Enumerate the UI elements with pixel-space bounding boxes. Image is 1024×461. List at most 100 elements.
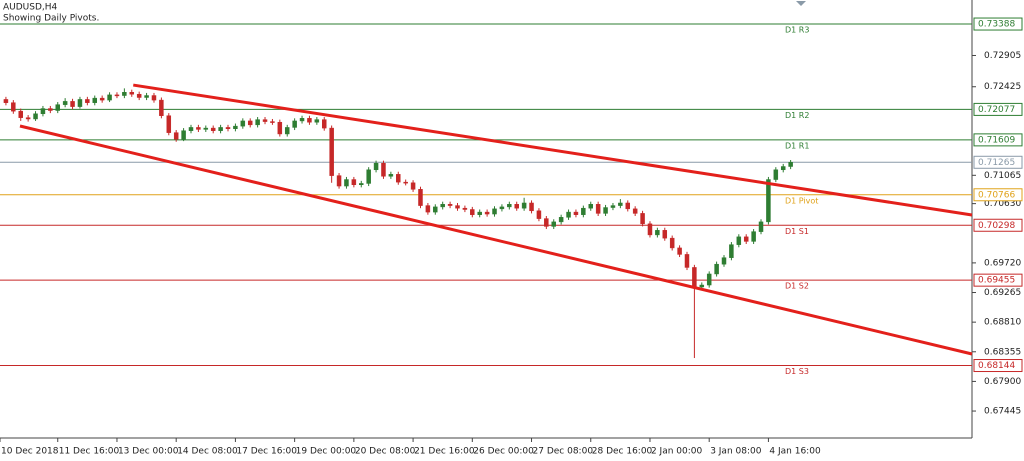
candle-body — [440, 204, 445, 208]
candle-body — [418, 189, 423, 206]
candle-body — [218, 127, 223, 131]
candle-body — [403, 181, 408, 184]
candle-body — [514, 204, 519, 209]
candle-body — [684, 254, 690, 268]
candle-body — [477, 211, 482, 215]
candle-body — [373, 163, 379, 171]
x-tick-label: 4 Jan 16:00 — [769, 447, 821, 457]
y-tick-label: 0.69265 — [984, 288, 1021, 298]
x-tick-label: 2 Jan 00:00 — [651, 447, 703, 457]
pivot-level-value-label: 0.68144 — [978, 361, 1015, 371]
candle-body — [40, 108, 46, 115]
y-tick-label: 0.67900 — [984, 377, 1021, 387]
candle-body — [669, 237, 675, 249]
candle-body — [536, 210, 542, 219]
candle-body — [603, 207, 608, 214]
candle-body — [433, 206, 438, 213]
candle-body — [351, 179, 357, 185]
x-tick-label: 10 Dec 2018 — [1, 447, 59, 457]
candle-body — [329, 127, 334, 176]
candle-body — [307, 118, 312, 123]
pivot-level-name: D1 R1 — [785, 141, 809, 150]
candle-body — [714, 263, 719, 275]
candle-body — [484, 211, 490, 215]
pivot-level-name: D1 S2 — [785, 282, 809, 291]
candle-body — [788, 162, 793, 167]
pivot-level-value-label: 0.72077 — [978, 105, 1015, 115]
current-price-label: 0.71265 — [978, 158, 1015, 168]
candle-body — [551, 221, 556, 227]
y-tick-label: 0.68355 — [984, 347, 1021, 357]
candle-body — [159, 99, 164, 116]
candle-body — [85, 99, 90, 103]
candle-body — [25, 117, 31, 120]
pivot-level-name: D1 R3 — [785, 26, 809, 35]
candle-body — [359, 183, 364, 185]
candle-body — [181, 130, 186, 140]
candle-body — [99, 97, 105, 101]
pivot-level-name: D1 S1 — [785, 227, 809, 236]
candle-body — [662, 230, 668, 239]
candle-body — [425, 205, 431, 213]
candle-body — [314, 119, 320, 123]
y-tick-label: 0.72425 — [984, 82, 1021, 92]
candle-body — [618, 202, 623, 206]
candle-body — [48, 108, 53, 111]
pivot-level-name: D1 Pivot — [785, 196, 818, 205]
candle-body — [284, 127, 290, 135]
y-tick-label: 0.72905 — [984, 51, 1021, 61]
candle-body — [647, 223, 653, 236]
candle-body — [188, 127, 194, 131]
candle-body — [210, 127, 216, 131]
y-tick-label: 0.68810 — [984, 318, 1021, 328]
candle-body — [196, 127, 201, 130]
x-tick-label: 19 Dec 00:00 — [296, 447, 357, 457]
candle-body — [299, 118, 305, 122]
pivot-level-value-box — [973, 359, 1023, 373]
candle-body — [595, 204, 601, 214]
candle-body — [3, 99, 9, 103]
candle-body — [144, 95, 149, 98]
y-tick-label: 0.71065 — [984, 171, 1021, 181]
x-tick-label: 14 Dec 08:00 — [177, 447, 238, 457]
pivot-level-name: D1 S3 — [785, 367, 809, 376]
candle-body — [692, 267, 697, 288]
candle-body — [225, 127, 231, 129]
candle-body — [270, 121, 275, 123]
candle-body — [751, 231, 756, 242]
x-tick-label: 11 Dec 16:00 — [59, 447, 120, 457]
candle-body — [151, 95, 157, 101]
candle-body — [262, 119, 268, 122]
candle-body — [507, 204, 512, 208]
trendline — [19, 124, 973, 356]
pivot-level-name: D1 R2 — [785, 111, 809, 120]
candle-body — [706, 273, 712, 286]
candle-body — [455, 205, 460, 209]
candle-body — [255, 119, 260, 126]
candle-body — [588, 204, 594, 209]
pivot-level-value-box — [973, 273, 1023, 287]
candle-body — [136, 93, 142, 98]
x-tick-label: 21 Dec 16:00 — [414, 447, 475, 457]
y-tick-label: 0.69720 — [984, 258, 1021, 268]
candle-body — [396, 174, 401, 183]
candle-body — [573, 211, 579, 215]
candle-body — [462, 207, 468, 210]
x-tick-label: 27 Dec 08:00 — [533, 447, 594, 457]
candle-body — [336, 175, 342, 187]
candle-body — [699, 284, 705, 288]
candle-body — [129, 92, 135, 95]
y-tick-label: 0.70630 — [984, 199, 1021, 209]
pivot-level-value-box — [973, 188, 1023, 202]
candle-body — [173, 132, 179, 140]
candle-body — [470, 209, 475, 215]
pivot-level-value-label: 0.71609 — [978, 135, 1015, 145]
pivot-level-value-box — [973, 17, 1023, 31]
candle-body — [247, 120, 253, 126]
candle-body — [70, 101, 75, 107]
trendline — [133, 83, 973, 217]
candle-body — [410, 182, 416, 190]
candle-body — [677, 247, 682, 255]
candle-body — [114, 94, 120, 97]
